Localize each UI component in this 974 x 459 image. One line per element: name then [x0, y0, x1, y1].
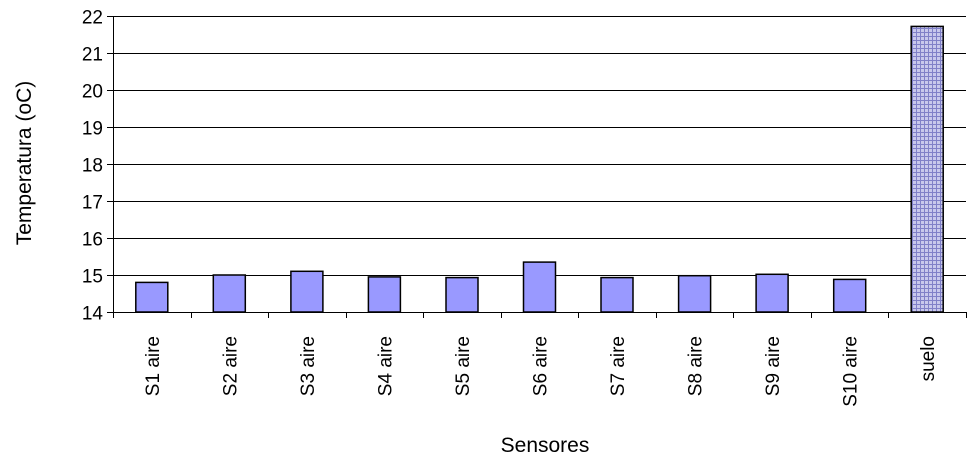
- y-tick-label: 19: [82, 119, 103, 140]
- x-tick-label: S7 aire: [608, 336, 629, 396]
- bar-suelo: [910, 25, 944, 313]
- bar-s9-aire: [755, 273, 789, 313]
- bar-s6-aire: [522, 261, 557, 313]
- x-tick-label: S6 aire: [531, 336, 552, 396]
- bar-s10-aire: [832, 278, 867, 313]
- bar-s2-aire: [212, 274, 247, 313]
- x-tick-label: S1 aire: [143, 336, 164, 396]
- bar-s8-aire: [677, 274, 712, 313]
- y-tick-label: 16: [82, 230, 103, 251]
- bar-s1-aire: [135, 281, 169, 313]
- bar-s4-aire: [367, 276, 402, 313]
- bar-s3-aire: [290, 270, 324, 313]
- y-tick-label: 15: [82, 267, 103, 288]
- bar-s5-aire: [445, 276, 479, 313]
- x-tick-label: S8 aire: [686, 336, 707, 396]
- y-tick-label: 20: [82, 82, 103, 103]
- y-tick-labels: 14 15 16 17 18 19 20 21 22: [82, 8, 104, 325]
- x-tick-label: S10 aire: [841, 336, 862, 407]
- x-axis-title: Sensores: [501, 434, 590, 457]
- y-tick-label: 17: [82, 193, 103, 214]
- y-tick-label: 21: [82, 45, 103, 66]
- axes: [107, 16, 967, 318]
- x-tick-label: S3 aire: [298, 336, 319, 396]
- y-tick-label: 22: [82, 8, 103, 29]
- x-tick-label: S9 aire: [763, 336, 784, 396]
- x-tick-label: S2 aire: [220, 336, 241, 396]
- x-tick-label: S4 aire: [375, 336, 396, 396]
- y-axis-title: Temperatura (oC): [13, 81, 36, 246]
- bar-s7-aire: [600, 276, 634, 313]
- y-tick-label: 18: [82, 156, 103, 177]
- gridlines: [113, 16, 966, 276]
- x-tick-label: S5 aire: [453, 336, 474, 396]
- y-tick-label: 14: [82, 304, 104, 325]
- bars: [135, 25, 944, 313]
- x-tick-label: suelo: [918, 336, 939, 381]
- x-tick-labels: S1 aire S2 aire S3 aire S4 aire S5 aire S6 ai…: [143, 336, 939, 407]
